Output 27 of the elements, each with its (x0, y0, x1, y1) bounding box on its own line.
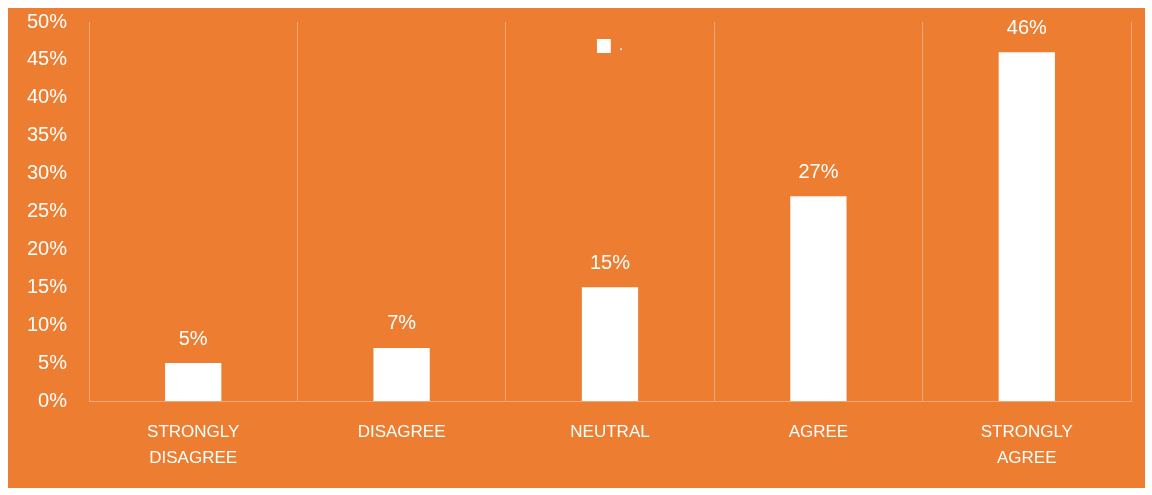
data-label: 46% (1006, 15, 1048, 38)
bar (373, 347, 430, 401)
y-tick-label: 35% (26, 123, 68, 146)
legend-label: . (618, 36, 624, 54)
x-tick-label: STRONGLY DISAGREE (147, 422, 240, 467)
y-tick-label: 10% (26, 312, 68, 335)
x-tick-label: AGREE (788, 422, 849, 442)
bar (998, 52, 1055, 401)
data-label: 27% (798, 159, 839, 182)
y-tick-label: 25% (26, 199, 68, 222)
y-tick-label: 15% (26, 274, 68, 297)
data-label: 15% (589, 250, 631, 273)
y-tick-label: 5% (38, 350, 68, 373)
x-tick-label: DISAGREE (357, 422, 446, 442)
bar (790, 196, 847, 401)
y-tick-label: 20% (26, 236, 68, 259)
data-label: 5% (178, 326, 208, 349)
bar (165, 363, 222, 401)
bar (581, 287, 639, 401)
data-label: 7% (387, 311, 417, 334)
y-tick-label: 45% (26, 47, 68, 70)
x-tick-label: NEUTRAL (570, 422, 650, 442)
y-tick-label: 0% (38, 388, 68, 411)
y-tick-label: 40% (26, 85, 68, 108)
y-tick-label: 50% (26, 9, 68, 32)
x-tick-label: STRONGLY AGREE (980, 422, 1073, 467)
y-tick-label: 30% (26, 161, 68, 184)
